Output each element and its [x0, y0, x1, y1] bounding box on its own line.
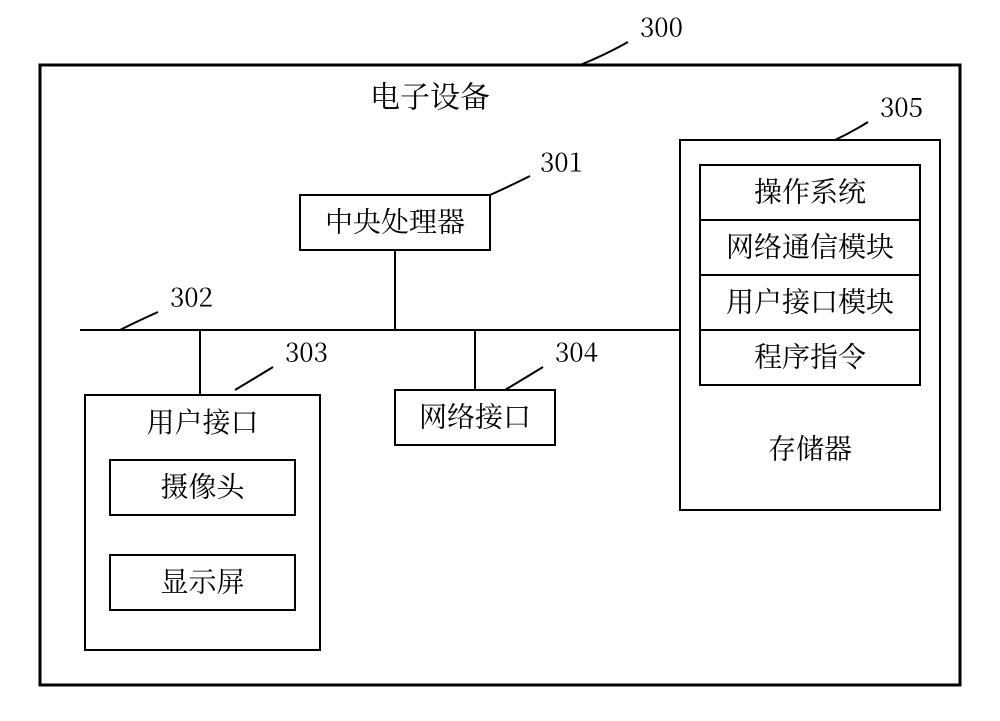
ref-netif-leader — [505, 367, 543, 390]
ref-cpu-leader — [490, 176, 530, 195]
userif-title: 用户接口 — [146, 401, 258, 441]
memory-row-3-label: 程序指令 — [754, 336, 866, 376]
memory-title: 存储器 — [768, 428, 852, 468]
ref-memory-leader — [835, 122, 868, 140]
diagram-canvas: 电子设备中央处理器网络接口 用户接口摄像头显示屏 操作系统网络通信模块用户接口模块程… — [0, 0, 1000, 721]
ref-cpu-label: 301 — [540, 143, 583, 180]
ref-memory-label: 305 — [880, 88, 923, 125]
userif-item-1-label: 显示屏 — [160, 561, 244, 601]
ref-outer-leader — [580, 42, 628, 65]
ref-netif-label: 304 — [555, 333, 598, 370]
memory-row-0-label: 操作系统 — [754, 171, 866, 211]
ref-userif-label: 303 — [285, 333, 328, 370]
memory-row-1-label: 网络通信模块 — [726, 226, 894, 266]
memory-row-2-label: 用户接口模块 — [726, 281, 894, 321]
ref-bus-leader — [120, 312, 158, 330]
diagram-title: 电子设备 — [370, 73, 490, 117]
ref-outer-label: 300 — [640, 8, 683, 45]
userif-item-0-label: 摄像头 — [160, 466, 245, 506]
netif-label: 网络接口 — [419, 396, 531, 436]
ref-userif-leader — [235, 367, 273, 390]
cpu-label: 中央处理器 — [325, 201, 465, 241]
ref-bus-label: 302 — [170, 278, 213, 315]
